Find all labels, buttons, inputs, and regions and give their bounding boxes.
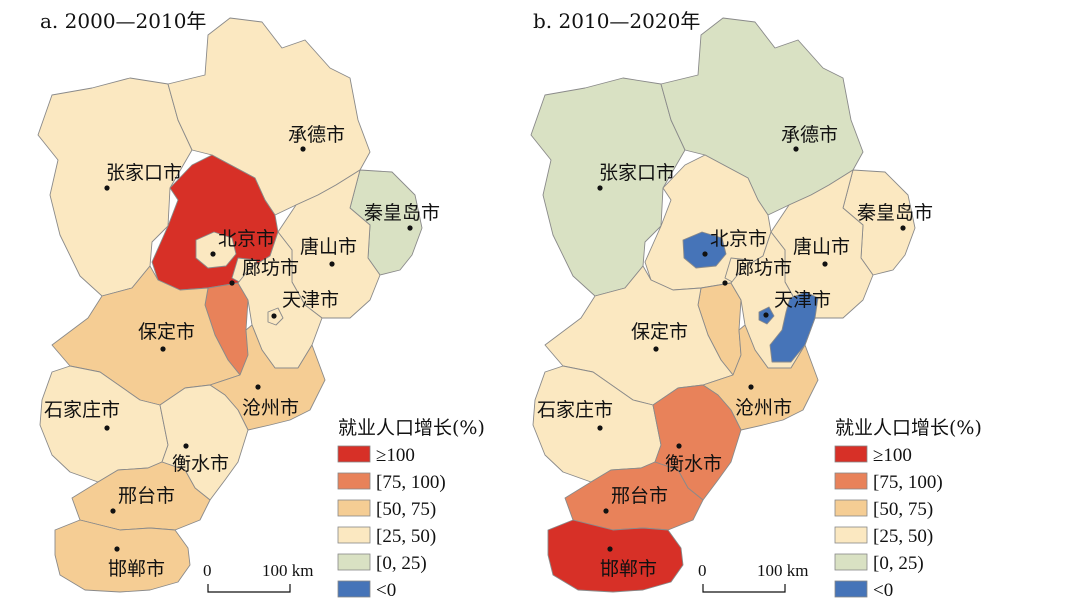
city-label-beijing: 北京市 [218, 228, 275, 250]
legend-label-75-100: [75, 100) [873, 472, 943, 493]
legend-swatch-75-100 [338, 473, 370, 489]
legend-label-50-75: [50, 75) [873, 499, 933, 520]
city-label-tianjin: 天津市 [282, 289, 339, 311]
scalebar-a-end: 100 km [262, 561, 313, 580]
city-point-baoding [160, 346, 165, 351]
city-label-hengshui: 衡水市 [172, 453, 229, 475]
city-label-cangzhou: 沧州市 [242, 397, 299, 419]
legend-a-title: 就业人口增长(%) [338, 417, 485, 439]
city-label-qinhuangdao: 秦皇岛市 [857, 202, 933, 224]
city-label-xingtai: 邢台市 [118, 485, 175, 507]
panel-b-legend: 就业人口增长(%) ≥100 [75, 100) [50, 75) [25, 50) [… [835, 417, 982, 601]
city-point-chengde [793, 146, 798, 151]
city-point-langfang [229, 280, 234, 285]
city-point-xingtai [110, 508, 115, 513]
city-label-chengde: 承德市 [288, 124, 345, 146]
region-handan [55, 520, 190, 592]
panel-a: a. 2000—2010年 [38, 9, 485, 601]
panel-b: b. 2010—2020年 [531, 9, 982, 601]
legend-label-ge100: ≥100 [873, 445, 912, 466]
city-label-tangshan: 唐山市 [793, 236, 850, 258]
city-point-zhangjiakou [104, 185, 109, 190]
region-handan [548, 520, 683, 592]
legend-swatch-ge100 [338, 446, 370, 462]
city-label-beijing: 北京市 [710, 228, 767, 250]
city-point-qinhuangdao [900, 225, 905, 230]
city-point-baoding [653, 346, 658, 351]
legend-label-0-25: [0, 25) [376, 553, 427, 574]
city-label-qinhuangdao: 秦皇岛市 [364, 202, 440, 224]
city-label-langfang: 廊坊市 [735, 257, 792, 279]
legend-swatch-25-50 [338, 527, 370, 543]
city-point-chengde [300, 146, 305, 151]
city-label-handan: 邯郸市 [108, 558, 165, 580]
city-point-hengshui [183, 443, 188, 448]
legend-b-title: 就业人口增长(%) [835, 417, 982, 439]
city-label-langfang: 廊坊市 [242, 257, 299, 279]
city-point-shijiazhuang [104, 425, 109, 430]
city-point-handan [607, 546, 612, 551]
city-point-cangzhou [748, 384, 753, 389]
legend-label-lt0: <0 [873, 580, 893, 601]
city-point-tianjin [763, 312, 768, 317]
city-point-beijing [210, 251, 215, 256]
legend-a-items: ≥100 [75, 100) [50, 75) [25, 50) [0, 25) <0 [338, 445, 446, 601]
city-label-tianjin: 天津市 [774, 289, 831, 311]
city-label-xingtai: 邢台市 [611, 485, 668, 507]
legend-b-items: ≥100 [75, 100) [50, 75) [25, 50) [0, 25) <0 [835, 445, 943, 601]
city-point-tangshan [822, 261, 827, 266]
legend-swatch-50-75 [338, 500, 370, 516]
city-label-zhangjiakou: 张家口市 [106, 162, 182, 184]
legend-label-75-100: [75, 100) [376, 472, 446, 493]
city-point-shijiazhuang [597, 425, 602, 430]
city-label-shijiazhuang: 石家庄市 [537, 399, 613, 421]
legend-label-ge100: ≥100 [376, 445, 415, 466]
legend-swatch-0-25 [338, 554, 370, 570]
legend-label-lt0: <0 [376, 580, 396, 601]
city-point-beijing [702, 251, 707, 256]
city-label-shijiazhuang: 石家庄市 [44, 399, 120, 421]
panel-b-scalebar: 0 100 km [698, 561, 808, 592]
city-point-tianjin [271, 313, 276, 318]
city-label-hengshui: 衡水市 [665, 453, 722, 475]
legend-swatch-lt0 [338, 581, 370, 597]
scalebar-a-line [208, 584, 290, 592]
city-point-zhangjiakou [597, 185, 602, 190]
city-label-handan: 邯郸市 [600, 558, 657, 580]
legend-swatch-50-75 [835, 500, 867, 516]
legend-label-25-50: [25, 50) [376, 526, 436, 547]
legend-label-25-50: [25, 50) [873, 526, 933, 547]
city-point-handan [114, 546, 119, 551]
legend-swatch-lt0 [835, 581, 867, 597]
scalebar-b-end: 100 km [757, 561, 808, 580]
city-point-langfang [722, 280, 727, 285]
legend-swatch-25-50 [835, 527, 867, 543]
city-label-baoding: 保定市 [631, 321, 688, 343]
city-point-xingtai [603, 508, 608, 513]
city-point-qinhuangdao [407, 225, 412, 230]
city-label-chengde: 承德市 [781, 124, 838, 146]
city-label-tangshan: 唐山市 [300, 236, 357, 258]
legend-label-50-75: [50, 75) [376, 499, 436, 520]
city-label-zhangjiakou: 张家口市 [599, 162, 675, 184]
legend-swatch-ge100 [835, 446, 867, 462]
city-point-hengshui [676, 443, 681, 448]
scalebar-a-start: 0 [203, 561, 212, 580]
panel-b-title: b. 2010—2020年 [533, 9, 700, 33]
panel-a-scalebar: 0 100 km [203, 561, 313, 592]
city-label-cangzhou: 沧州市 [735, 397, 792, 419]
legend-swatch-0-25 [835, 554, 867, 570]
city-point-tangshan [329, 261, 334, 266]
city-label-baoding: 保定市 [138, 321, 195, 343]
scalebar-b-start: 0 [698, 561, 707, 580]
legend-label-0-25: [0, 25) [873, 553, 924, 574]
city-point-cangzhou [255, 384, 260, 389]
scalebar-b-line [703, 584, 785, 592]
panel-a-title: a. 2000—2010年 [40, 9, 206, 33]
panel-a-legend: 就业人口增长(%) ≥100 [75, 100) [50, 75) [25, 50) [… [338, 417, 485, 601]
legend-swatch-75-100 [835, 473, 867, 489]
